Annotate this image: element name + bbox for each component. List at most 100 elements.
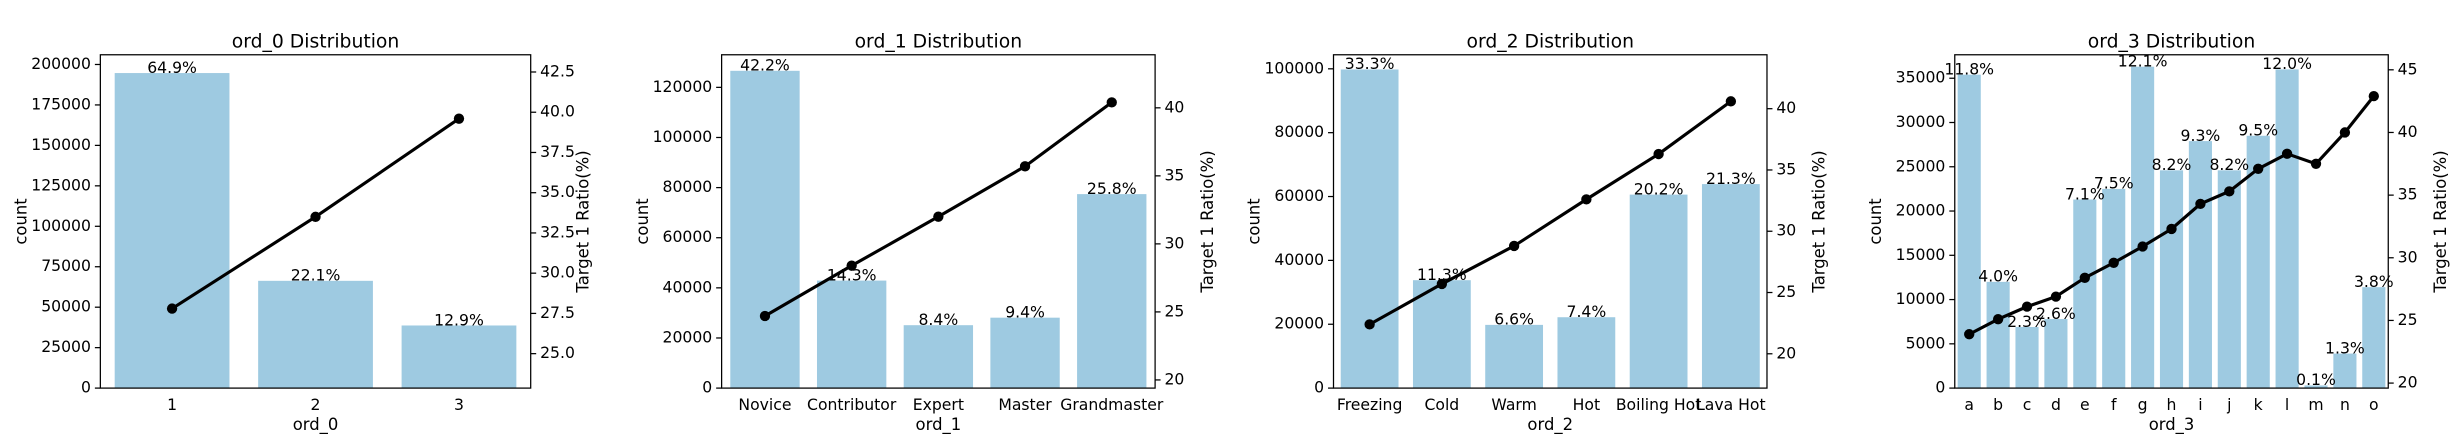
- x-axis-label: ord_3: [2149, 415, 2195, 435]
- line-point: [2310, 158, 2322, 169]
- y2-tick-label: 42.5: [540, 61, 575, 80]
- y-tick-label: 100000: [1264, 58, 1324, 77]
- y2-tick-label: 30: [1164, 233, 1184, 252]
- bar: [903, 325, 974, 389]
- y-axis-label: count: [1866, 198, 1885, 245]
- y2-tick-label: 37.5: [540, 142, 575, 161]
- x-tick-label: m: [2308, 395, 2323, 414]
- bar: [1485, 324, 1544, 389]
- x-tick-label: e: [2080, 395, 2090, 414]
- line-point: [2339, 127, 2351, 138]
- line-point: [2108, 257, 2119, 268]
- line-point: [2195, 198, 2206, 210]
- bar: [1557, 317, 1616, 389]
- bar: [2188, 141, 2212, 389]
- bar-label: 7.1%: [2065, 184, 2105, 203]
- x-tick-label: c: [2023, 395, 2032, 414]
- plot-frame: [720, 54, 1156, 389]
- y-tick-label: 15000: [1896, 245, 1946, 264]
- bar-label: 11.8%: [1944, 59, 1994, 78]
- y-tick-label: 60000: [1274, 186, 1324, 205]
- y2-axis-label: Target 1 Ratio(%): [2431, 150, 2450, 293]
- y-tick-label: 120000: [653, 77, 713, 96]
- x-tick-label: f: [2111, 395, 2117, 414]
- y-tick-label: 150000: [31, 135, 91, 154]
- y2-tick-label: 40.0: [540, 102, 575, 121]
- bar-label: 20.2%: [1634, 179, 1684, 198]
- x-tick-label: g: [2138, 395, 2148, 414]
- bar-label: 4.0%: [1978, 267, 2018, 286]
- y2-axis-label: Target 1 Ratio(%): [1810, 150, 1829, 293]
- bar-label: 21.3%: [1706, 169, 1756, 188]
- bar: [1986, 281, 2010, 389]
- y-tick-label: 100000: [31, 216, 91, 235]
- x-tick-label: b: [1993, 395, 2003, 414]
- y2-tick-label: 40: [2398, 122, 2418, 141]
- bar: [990, 317, 1060, 389]
- y-tick-label: 80000: [663, 177, 713, 196]
- bar-label: 1.3%: [2325, 338, 2365, 357]
- bar: [2362, 287, 2386, 389]
- line-point: [1653, 148, 1664, 160]
- line-point: [310, 211, 321, 223]
- bar-label: 12.1%: [2118, 52, 2168, 71]
- bar: [2015, 327, 2039, 389]
- chart-title: ord_2 Distribution: [1466, 32, 1634, 53]
- y-tick-label: 30000: [1896, 112, 1946, 131]
- line-point: [166, 303, 178, 314]
- line: [1368, 100, 1732, 326]
- y-tick-label: 80000: [1274, 122, 1324, 141]
- y-tick-label: 0: [702, 378, 712, 397]
- bar: [2102, 188, 2126, 389]
- y-tick-label: 0: [1314, 378, 1324, 397]
- bar-label: 22.1%: [291, 266, 341, 285]
- bar: [2159, 170, 2184, 389]
- bar: [2275, 69, 2299, 389]
- y2-tick-label: 27.5: [540, 303, 575, 322]
- bar: [2304, 385, 2328, 389]
- bar-label: 6.6%: [1494, 310, 1534, 329]
- bar-label: 12.0%: [2262, 54, 2312, 73]
- y2-axis-label: Target 1 Ratio(%): [1198, 150, 1217, 293]
- line-point: [1964, 329, 1975, 340]
- bar: [114, 73, 230, 389]
- x-tick-label: l: [2285, 395, 2289, 414]
- bar-label: 25.8%: [1087, 179, 1137, 198]
- y-tick-label: 0: [81, 378, 91, 397]
- y-tick-label: 40000: [1274, 250, 1324, 269]
- x-tick-label: Warm: [1491, 395, 1536, 414]
- chart-title: ord_1 Distribution: [855, 32, 1023, 53]
- bar-label: 9.3%: [2181, 126, 2221, 145]
- line-point: [2281, 148, 2293, 159]
- x-tick-label: Novice: [738, 395, 791, 414]
- y2-tick-label: 45: [2398, 59, 2418, 78]
- bar: [816, 280, 887, 389]
- bar: [1629, 194, 1688, 389]
- y2-tick-label: 35: [2398, 185, 2418, 204]
- x-tick-label: Contributor: [807, 395, 897, 414]
- bar: [401, 325, 517, 389]
- x-tick-label: j: [2226, 395, 2231, 414]
- bar-label: 3.8%: [2354, 272, 2394, 291]
- line-point: [1581, 194, 1592, 205]
- y-tick-label: 60000: [663, 227, 713, 246]
- y2-tick-label: 30.0: [540, 263, 575, 282]
- bar: [2246, 135, 2270, 389]
- line-point: [1019, 161, 1031, 172]
- bar-label: 42.2%: [740, 56, 790, 75]
- line-point: [1436, 278, 1448, 290]
- x-tick-label: Master: [998, 395, 1052, 414]
- y2-axis-label: Target 1 Ratio(%): [573, 150, 592, 293]
- y-tick-label: 5000: [1906, 333, 1946, 352]
- plot-frame: [1954, 54, 2389, 389]
- x-tick-label: Grandmaster: [1060, 395, 1164, 414]
- bar-label: 64.9%: [147, 58, 197, 77]
- y2-tick-label: 35: [1776, 159, 1796, 178]
- y2-tick-label: 20: [2398, 373, 2418, 392]
- y2-tick-label: 30: [2398, 247, 2418, 266]
- y-tick-label: 20000: [663, 327, 713, 346]
- y2-tick-label: 25: [2398, 310, 2418, 329]
- y-tick-label: 200000: [31, 54, 91, 73]
- y-tick-label: 10000: [1896, 289, 1946, 308]
- x-tick-label: o: [2369, 395, 2379, 414]
